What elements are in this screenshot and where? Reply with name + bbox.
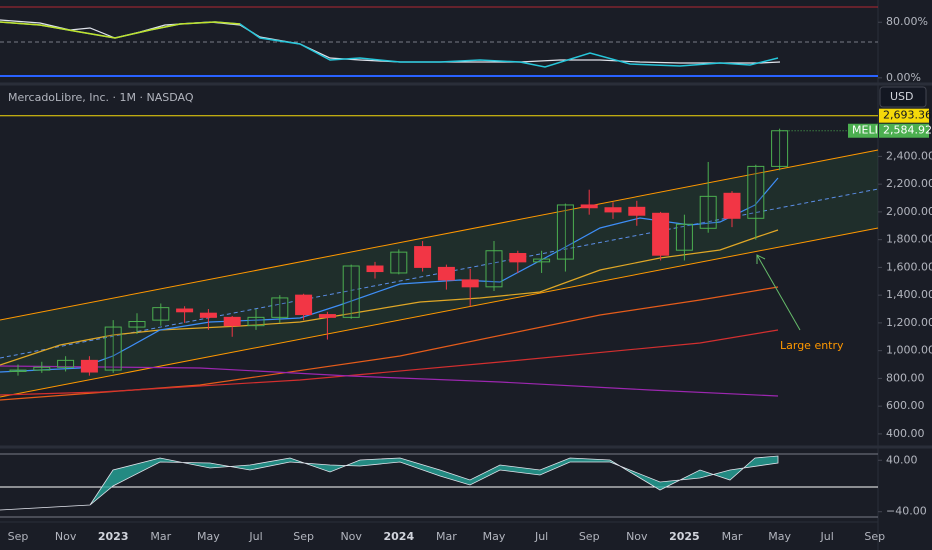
time-tick-label: May xyxy=(768,530,791,543)
candle-body xyxy=(414,246,432,268)
candle-body xyxy=(33,366,51,371)
candle-body xyxy=(652,212,670,256)
candle-body xyxy=(57,359,75,368)
last-price-tag xyxy=(879,123,929,138)
pane-tick-label: 40.00 xyxy=(886,453,918,466)
candle-body xyxy=(342,265,360,318)
annotation-arrowhead xyxy=(756,254,766,264)
time-tick-label: Sep xyxy=(8,530,29,543)
candle-body xyxy=(580,204,598,209)
price-tick-label: 2,000.00 xyxy=(886,205,932,218)
candle-body xyxy=(366,265,384,273)
pane-tick-label: −40.00 xyxy=(886,505,927,518)
time-tick-label: Jul xyxy=(534,530,548,543)
price-tick-label: 800.00 xyxy=(886,371,925,384)
pane-tick-label: 80.00% xyxy=(886,15,928,28)
lower-oscillator xyxy=(0,455,779,511)
time-tick-label: May xyxy=(483,530,506,543)
time-tick-label: Sep xyxy=(864,530,885,543)
symbol-tag xyxy=(848,123,878,138)
price-tick-label: 1,800.00 xyxy=(886,233,932,246)
pane-tick-label: 0.00% xyxy=(886,71,921,84)
candle-body xyxy=(80,359,98,373)
candle-body xyxy=(223,316,241,327)
candle-body xyxy=(747,165,765,219)
price-tick-label: 1,600.00 xyxy=(886,260,932,273)
price-tick-label: 600.00 xyxy=(886,399,925,412)
candle-body xyxy=(628,206,646,216)
candle-body xyxy=(485,250,503,288)
price-tick-label: 1,000.00 xyxy=(886,344,932,357)
price-tick-label: 2,400.00 xyxy=(886,149,932,162)
time-tick-label: Mar xyxy=(436,530,457,543)
candle-body xyxy=(176,308,194,313)
annotation-arrow xyxy=(756,254,801,331)
candle-body xyxy=(199,312,217,318)
channel-lower xyxy=(0,227,879,398)
price-tick-label: 1,200.00 xyxy=(886,316,932,329)
currency[interactable]: USD xyxy=(890,90,914,103)
time-tick-label: Sep xyxy=(293,530,314,543)
time-tick-label: 2024 xyxy=(383,530,414,543)
time-tick-label: Jul xyxy=(248,530,262,543)
moving-average-slow xyxy=(0,365,779,397)
time-tick-label: May xyxy=(197,530,220,543)
candle-body xyxy=(509,253,527,263)
last-price-label: 2,584.92 xyxy=(883,124,932,137)
candle-body xyxy=(295,294,313,316)
candle-body xyxy=(390,251,408,274)
time-tick-label: Nov xyxy=(340,530,362,543)
candle-body xyxy=(437,266,455,281)
time-tick-label: Jul xyxy=(820,530,834,543)
symbol-tag-label: MELI xyxy=(852,124,878,137)
candle-body xyxy=(699,195,717,229)
price-tick-label: 1,400.00 xyxy=(886,288,932,301)
time-tick-label: Nov xyxy=(55,530,77,543)
candle-body xyxy=(128,321,146,328)
candle-body xyxy=(533,258,551,263)
moving-average-short xyxy=(0,229,779,366)
candle-body xyxy=(556,204,574,260)
time-tick-label: 2025 xyxy=(669,530,700,543)
candle-body xyxy=(318,314,336,318)
moving-average-fast xyxy=(0,177,779,373)
time-tick-label: 2023 xyxy=(98,530,129,543)
price-tick-label: 400.00 xyxy=(886,427,925,440)
candle-body xyxy=(461,279,479,288)
time-tick-label: Mar xyxy=(150,530,171,543)
candle-body xyxy=(9,369,27,372)
candle-body xyxy=(675,223,693,251)
moving-average-long xyxy=(0,329,779,396)
candle-body xyxy=(771,130,789,167)
candle-body xyxy=(152,307,170,321)
price-tick-label: 2,200.00 xyxy=(886,177,932,190)
price-line-tag xyxy=(879,108,929,123)
price-line-label: 2,693.36 xyxy=(883,109,932,122)
currency-box[interactable] xyxy=(879,86,927,108)
time-tick-label: Nov xyxy=(626,530,648,543)
channel-upper xyxy=(0,149,879,321)
candle-body xyxy=(104,326,122,371)
time-tick-label: Mar xyxy=(722,530,743,543)
candle-body xyxy=(604,207,622,213)
candle-body xyxy=(271,297,289,318)
annotation: Large entry xyxy=(780,339,844,352)
symbol-title: MercadoLibre, Inc. · 1M · NASDAQ xyxy=(8,91,194,104)
oscillator-line-hot xyxy=(0,21,241,39)
time-tick-label: Sep xyxy=(579,530,600,543)
candle-body xyxy=(723,192,741,219)
candle-body xyxy=(247,316,265,327)
